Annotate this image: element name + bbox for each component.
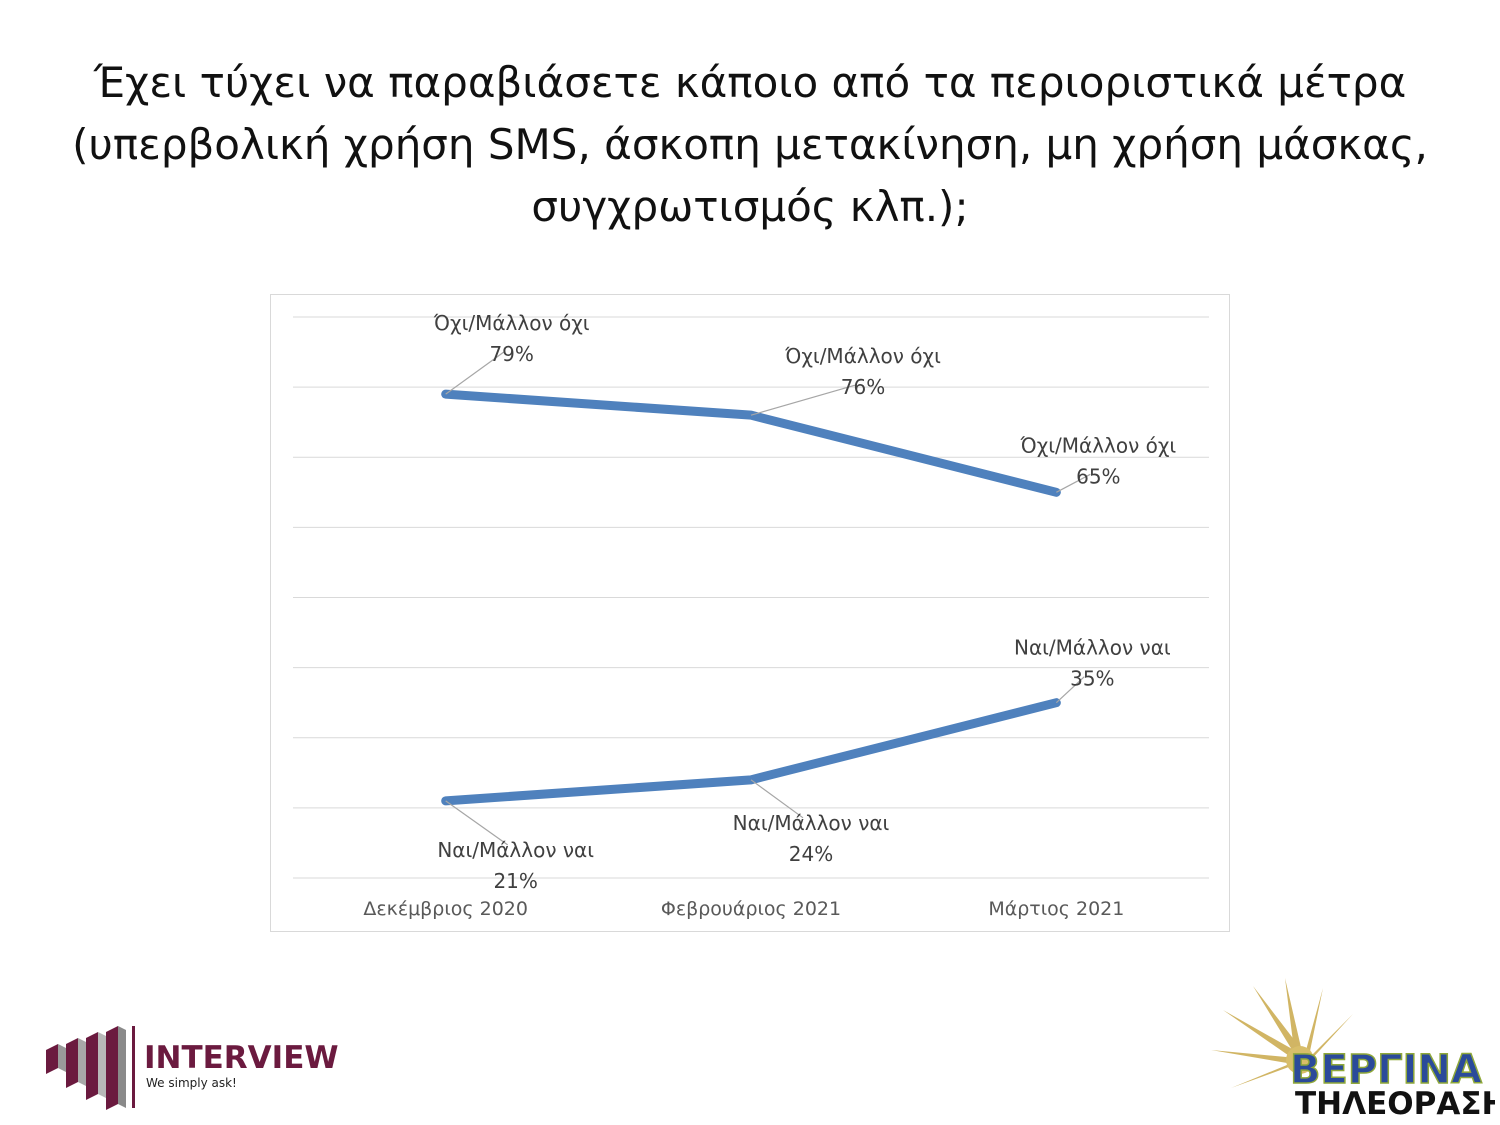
- title-line-3: συγχρωτισμός κλπ.);: [531, 182, 969, 231]
- title-line-2: (υπερβολική χρήση SMS, άσκοπη μετακίνηση…: [72, 120, 1428, 169]
- x-tick-label: Μάρτιος 2021: [988, 898, 1124, 920]
- series-line: [441, 698, 1061, 806]
- data-label-value: 76%: [841, 375, 885, 399]
- leader-line: [1055, 676, 1085, 704]
- series-line: [441, 389, 1061, 497]
- page-title: Έχει τύχει να παραβιάσετε κάποιο από τα …: [60, 52, 1440, 238]
- data-label-series: Ναι/Μάλλον ναι: [1014, 636, 1171, 660]
- data-label-value: 24%: [789, 842, 833, 866]
- interview-tagline: We simply ask!: [146, 1076, 237, 1090]
- x-tick-label: Δεκέμβριος 2020: [363, 898, 528, 920]
- leader-line: [445, 800, 509, 846]
- interview-bars-icon: [46, 1026, 126, 1110]
- chart-area: Δεκέμβριος 2020 Φεβρουάριος 2021 Μάρτιος 2…: [270, 294, 1230, 932]
- leader-line: [1056, 473, 1091, 493]
- line-chart: Δεκέμβριος 2020 Φεβρουάριος 2021 Μάρτιος 2…: [293, 311, 1209, 920]
- x-tick-label: Φεβρουάριος 2021: [661, 898, 841, 920]
- leader-line: [445, 351, 505, 395]
- data-label-series: Όχι/Μάλλον όχι: [1019, 433, 1176, 457]
- data-label-series: Ναι/Μάλλον ναι: [733, 811, 890, 835]
- interview-logo: INTERVIEW We simply ask!: [46, 1026, 339, 1110]
- data-label-series: Ναι/Μάλλον ναι: [437, 838, 594, 862]
- leader-line: [750, 384, 856, 416]
- data-label-value: 35%: [1070, 667, 1114, 691]
- data-label-series: Όχι/Μάλλον όχι: [784, 344, 941, 368]
- interview-name: INTERVIEW: [144, 1040, 339, 1076]
- vergina-subtitle: ΤΗΛΕΟΡΑΣΗ: [1295, 1086, 1495, 1118]
- leader-line: [750, 779, 804, 819]
- vergina-name: ΒΕΡΓΙΝΑ: [1290, 1047, 1482, 1093]
- data-label-value: 65%: [1076, 464, 1120, 488]
- data-label-value: 21%: [493, 869, 537, 893]
- vergina-logo: ΒΕΡΓΙΝΑ ΤΗΛΕΟΡΑΣΗ: [1211, 978, 1495, 1118]
- vergina-sun-icon: [1211, 978, 1353, 1088]
- data-label-value: 79%: [489, 342, 533, 366]
- title-line-1: Έχει τύχει να παραβιάσετε κάποιο από τα …: [93, 58, 1407, 107]
- data-label-series: Όχι/Μάλλον όχι: [433, 311, 590, 335]
